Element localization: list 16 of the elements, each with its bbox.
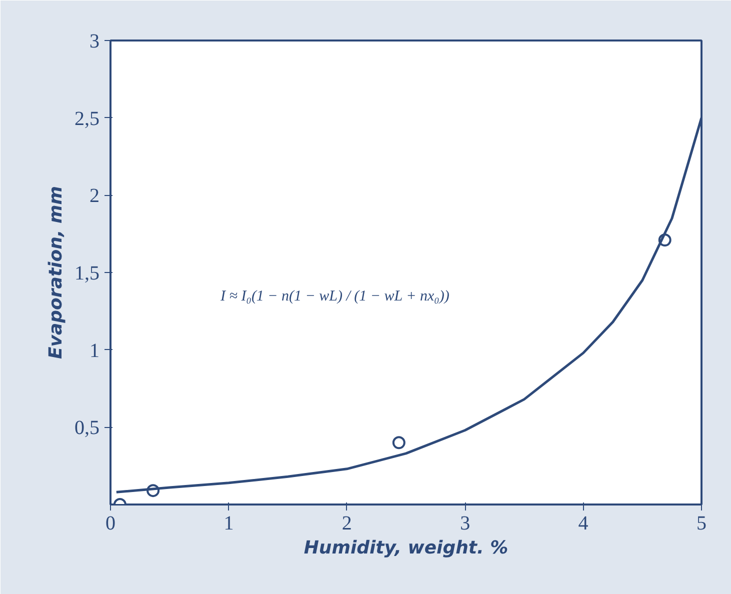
annotation: I ≈ I₀(1 − n(1 − wL) / (1 − wL + nx₀)) <box>220 288 450 304</box>
x-tick-label: 5 <box>696 512 706 534</box>
y-axis-title: Evaporation, mm <box>46 186 66 360</box>
x-tick-label: 0 <box>106 512 116 534</box>
point <box>392 436 406 450</box>
x-axis-title: Humidity, weight. % <box>304 538 508 558</box>
y-tick-label: 2 <box>90 185 100 208</box>
x-tick-label: 4 <box>578 512 588 534</box>
y-tick-label: 3 <box>90 30 100 52</box>
y-tick-label: 1,5 <box>74 262 100 284</box>
x-tick-label: 2 <box>342 512 352 534</box>
y-tick-label: 1 <box>90 340 100 362</box>
y-tick-label: 0,5 <box>74 417 100 440</box>
y-tick-label: 2,5 <box>74 108 100 130</box>
x-tick-label: 1 <box>224 512 234 534</box>
x-tick-label: 3 <box>460 512 470 534</box>
